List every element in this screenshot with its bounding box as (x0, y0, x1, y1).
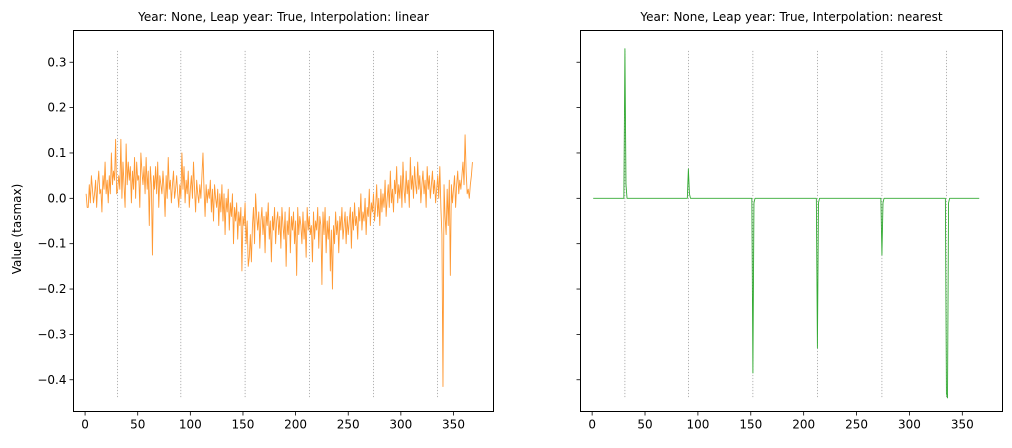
x-tick-label: 50 (637, 418, 652, 432)
x-tick-label: 100 (686, 418, 709, 432)
axes-frame-nearest (580, 30, 1003, 412)
x-tick-label: 350 (442, 418, 465, 432)
x-tick-label: 300 (389, 418, 412, 432)
x-tick-label: 200 (284, 418, 307, 432)
y-tick-label: −0.4 (37, 373, 66, 387)
y-tick-label: 0.0 (47, 191, 66, 205)
x-tick-label: 0 (81, 418, 89, 432)
y-tick-label: 0.1 (47, 146, 66, 160)
x-tick-label: 250 (337, 418, 360, 432)
plot-title-linear: Year: None, Leap year: True, Interpolati… (137, 10, 429, 24)
y-tick-label: 0.3 (47, 55, 66, 69)
plot-linear: Year: None, Leap year: True, Interpolati… (10, 10, 494, 432)
plot-title-nearest: Year: None, Leap year: True, Interpolati… (639, 10, 942, 24)
plot-nearest: Year: None, Leap year: True, Interpolati… (576, 10, 1003, 432)
axes-frame-linear (73, 30, 494, 412)
x-ticks-linear: 0 50 100 150 200 250 300 350 (81, 411, 465, 432)
series-line (593, 48, 980, 399)
y-tick-label: −0.1 (37, 237, 66, 251)
y-tick-label: −0.2 (37, 282, 66, 296)
vlines-nearest (624, 50, 947, 398)
y-tick-label: 0.2 (47, 101, 66, 115)
x-tick-label: 250 (845, 418, 868, 432)
x-tick-label: 350 (951, 418, 974, 432)
y-ticks-nearest (576, 61, 581, 381)
x-tick-label: 150 (739, 418, 762, 432)
x-tick-label: 0 (588, 418, 596, 432)
y-axis-label: Value (tasmax) (10, 184, 24, 275)
x-tick-label: 150 (232, 418, 255, 432)
x-tick-label: 200 (792, 418, 815, 432)
x-tick-label: 100 (179, 418, 202, 432)
series-nearest (593, 48, 980, 399)
x-tick-label: 300 (898, 418, 921, 432)
x-tick-label: 50 (130, 418, 145, 432)
y-ticks-linear: −0.4 −0.3 −0.2 −0.1 0.0 0.1 0.2 0.3 (37, 55, 74, 387)
x-ticks-nearest: 0 50 100 150 200 250 300 350 (588, 411, 974, 432)
vlines-linear (117, 50, 439, 398)
series-linear (85, 134, 473, 387)
series-line (85, 134, 473, 387)
y-tick-label: −0.3 (37, 327, 66, 341)
